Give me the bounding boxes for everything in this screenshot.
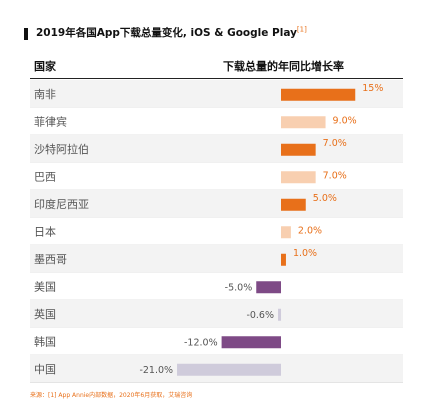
data-label: -12.0% (184, 337, 218, 348)
data-bar (281, 143, 316, 156)
category-label: 南非 (34, 88, 56, 101)
data-label: 15% (362, 83, 383, 94)
table-row (30, 135, 403, 163)
data-label: 5.0% (313, 193, 337, 204)
data-bar (278, 308, 282, 321)
data-label: 1.0% (293, 248, 317, 259)
data-bar (221, 336, 281, 349)
data-bar (281, 116, 326, 129)
data-label: -21.0% (139, 365, 173, 376)
header-growth-rate: 下载总量的年同比增长率 (223, 60, 344, 73)
data-label: 7.0% (323, 170, 347, 181)
category-label: 美国 (34, 280, 56, 293)
category-label: 英国 (34, 307, 56, 321)
category-label: 沙特阿拉伯 (34, 142, 89, 156)
data-bar (281, 171, 316, 184)
table-row (30, 217, 403, 245)
table-row (30, 327, 403, 355)
title-marker (24, 28, 28, 40)
source-footnote: 来源：[1] App Annie内部数据，2020年6月获取，艾瑞咨询 (30, 392, 193, 399)
table-row (30, 272, 403, 300)
chart-title-text: 2019年各国App下载总量变化, iOS & Google Play (36, 27, 297, 39)
data-bar (281, 88, 356, 101)
category-label: 菲律宾 (34, 114, 67, 128)
table-row (30, 107, 403, 135)
data-label: -5.0% (225, 282, 253, 293)
title-reference: [1] (296, 25, 307, 34)
data-bar (281, 198, 306, 211)
table-row (30, 300, 403, 328)
data-bar (256, 281, 281, 294)
data-label: 9.0% (333, 115, 357, 126)
category-label: 日本 (34, 224, 56, 238)
category-label: 中国 (34, 363, 56, 376)
category-label: 巴西 (34, 170, 56, 183)
header-divider (30, 78, 403, 79)
data-bar (281, 253, 286, 266)
data-bar (177, 363, 281, 376)
category-label: 韩国 (34, 334, 56, 348)
data-bar (281, 226, 291, 239)
header-country: 国家 (34, 60, 56, 73)
data-label: -0.6% (246, 310, 274, 321)
data-label: 2.0% (298, 225, 322, 236)
category-label: 墨西哥 (34, 253, 67, 266)
chart-title: 2019年各国App下载总量变化, iOS & Google Play[1] (36, 25, 307, 40)
category-label: 印度尼西亚 (34, 197, 89, 211)
table-row (30, 190, 403, 218)
table-row (30, 162, 403, 190)
table-row (30, 245, 403, 273)
data-label: 7.0% (323, 138, 347, 149)
